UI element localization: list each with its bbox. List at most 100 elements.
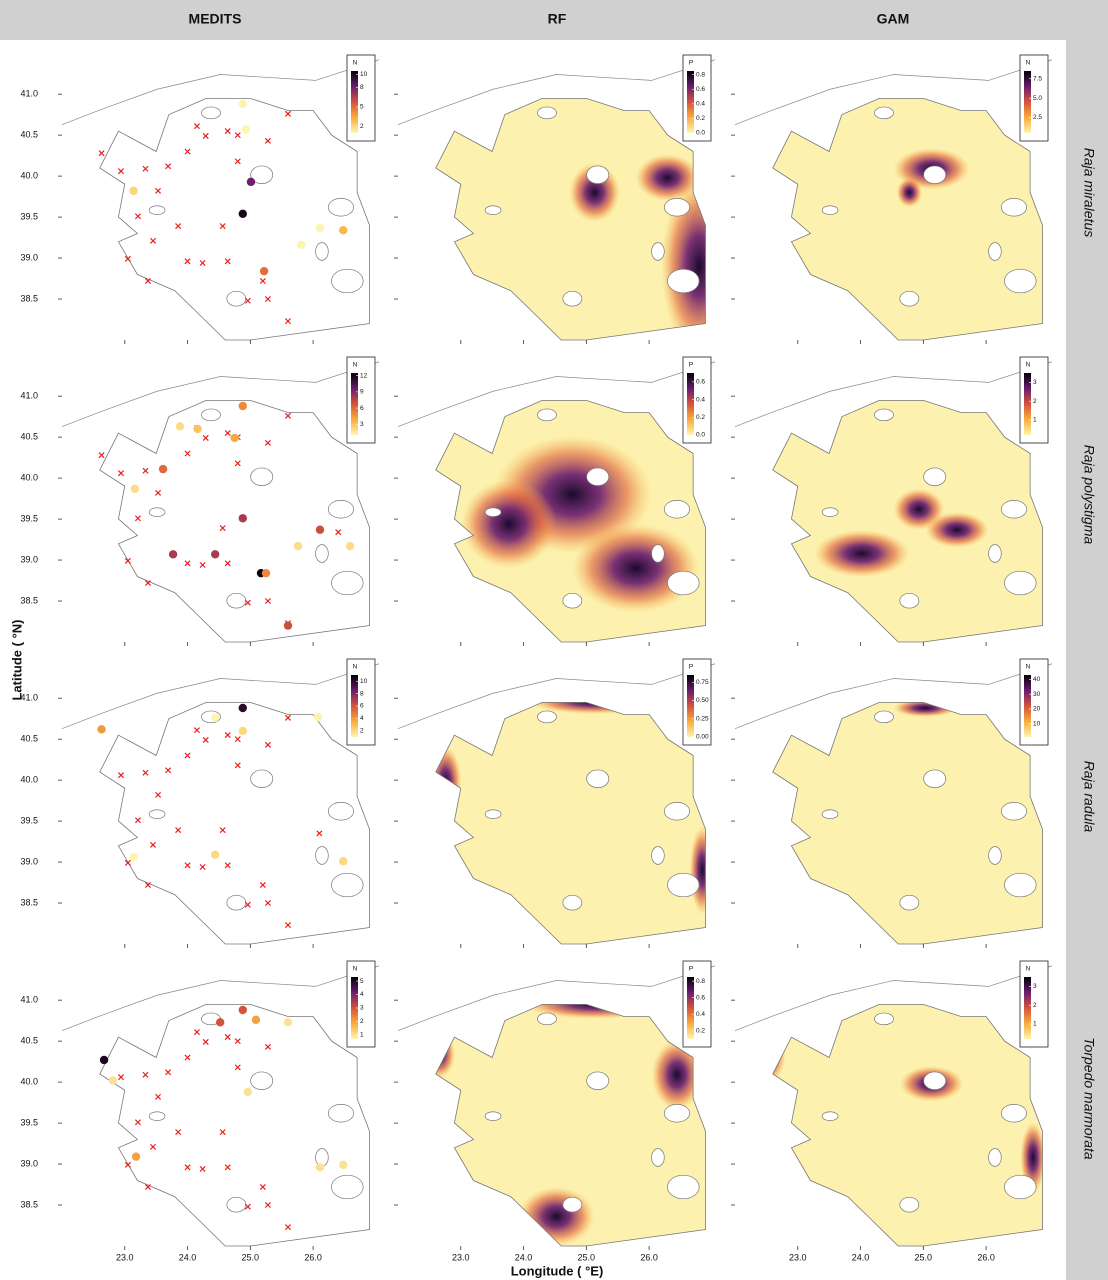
absence-cross xyxy=(117,470,125,477)
absence-cross xyxy=(234,762,241,769)
island xyxy=(537,106,557,120)
absence-cross xyxy=(165,767,172,774)
absence-cross xyxy=(199,863,206,870)
y-tick-label: 39.0 xyxy=(20,1158,38,1168)
island xyxy=(1004,872,1037,898)
absence-cross xyxy=(117,772,125,779)
legend-colorbar xyxy=(687,977,694,1039)
island xyxy=(201,408,221,422)
sea-surface xyxy=(435,98,706,341)
absence-cross xyxy=(264,1043,271,1050)
legend-title: N xyxy=(1026,362,1031,369)
presence-point xyxy=(210,850,220,859)
island xyxy=(667,872,700,898)
island xyxy=(331,1174,364,1200)
legend-tick-label: 0.0 xyxy=(696,130,705,137)
map-panel: P 0.00 0.25 0.50 0.75 xyxy=(394,658,716,948)
legend-tick-label: 4 xyxy=(360,991,364,998)
island xyxy=(899,592,920,609)
absence-cross xyxy=(244,599,251,606)
coastline xyxy=(397,965,716,1031)
island xyxy=(1000,802,1027,821)
hotspot xyxy=(461,479,557,569)
island xyxy=(484,507,502,517)
absence-cross xyxy=(184,862,191,869)
hotspot xyxy=(814,529,910,578)
absence-cross xyxy=(117,168,125,175)
sea-surface xyxy=(435,702,706,944)
y-tick-label: 39.5 xyxy=(20,211,38,221)
absence-cross xyxy=(155,187,162,194)
coastline xyxy=(61,965,380,1031)
island xyxy=(562,1196,583,1213)
island xyxy=(226,592,247,609)
legend-tick-label: 2 xyxy=(360,1018,364,1025)
coastline xyxy=(772,399,1043,643)
coastline xyxy=(397,663,716,729)
island xyxy=(651,544,665,563)
coastline xyxy=(99,1003,370,1247)
presence-point xyxy=(345,541,355,551)
legend-tick-label: 0.00 xyxy=(696,734,709,741)
presence-point xyxy=(129,852,138,862)
absence-cross xyxy=(259,277,266,285)
legend-tick-label: 2 xyxy=(360,123,364,130)
presence-point xyxy=(168,550,178,559)
island xyxy=(667,1174,700,1200)
presence-point xyxy=(230,433,239,443)
island xyxy=(988,242,1002,261)
legend-tick-label: 2 xyxy=(1033,1002,1037,1009)
island xyxy=(250,1071,274,1091)
absence-cross xyxy=(184,1054,191,1061)
absence-cross xyxy=(316,830,323,837)
species-label: Torpedo marmorata xyxy=(1081,1037,1097,1160)
column-title: GAM xyxy=(877,11,910,27)
x-tick-label: 26.0 xyxy=(640,1252,658,1262)
y-tick-label: 41.0 xyxy=(20,89,38,99)
island xyxy=(667,570,700,596)
legend-colorbar xyxy=(687,373,694,435)
presence-point xyxy=(131,1152,141,1161)
legend-tick-label: 6 xyxy=(360,405,364,412)
hotspot xyxy=(689,826,706,915)
presence-point xyxy=(238,99,247,109)
island xyxy=(874,1012,894,1026)
y-tick-label: 38.5 xyxy=(20,293,38,303)
island xyxy=(988,846,1002,865)
island xyxy=(226,290,247,307)
legend-colorbar xyxy=(1024,977,1031,1039)
absence-cross xyxy=(184,258,191,265)
y-tick-label: 40.0 xyxy=(20,472,38,482)
island xyxy=(586,1071,610,1091)
column-title: RF xyxy=(548,11,567,27)
island xyxy=(586,769,610,789)
absence-cross xyxy=(244,297,251,304)
absence-cross xyxy=(224,732,231,739)
absence-cross xyxy=(98,150,105,157)
island xyxy=(201,106,221,120)
presence-point xyxy=(339,857,348,866)
y-tick-label: 40.5 xyxy=(20,1036,38,1046)
absence-cross xyxy=(264,1202,271,1209)
island xyxy=(327,802,354,821)
hotspot xyxy=(518,1187,595,1246)
presence-point xyxy=(108,1076,118,1085)
legend-title: N xyxy=(353,60,358,67)
island xyxy=(821,507,839,517)
sea-surface xyxy=(772,1004,1043,1246)
island xyxy=(988,1148,1002,1167)
hotspot xyxy=(925,512,989,548)
absence-cross xyxy=(193,1029,200,1036)
absence-cross xyxy=(284,922,292,929)
hotspot xyxy=(772,1024,786,1084)
y-tick-label: 39.0 xyxy=(20,252,38,262)
presence-point xyxy=(246,177,256,187)
hotspot xyxy=(893,702,957,717)
absence-cross xyxy=(184,560,191,567)
x-tick-label: 26.0 xyxy=(977,1252,995,1262)
y-tick-label: 38.5 xyxy=(20,1199,38,1209)
island xyxy=(331,268,364,294)
absence-cross xyxy=(224,1164,231,1171)
legend-tick-label: 0.2 xyxy=(696,115,705,122)
